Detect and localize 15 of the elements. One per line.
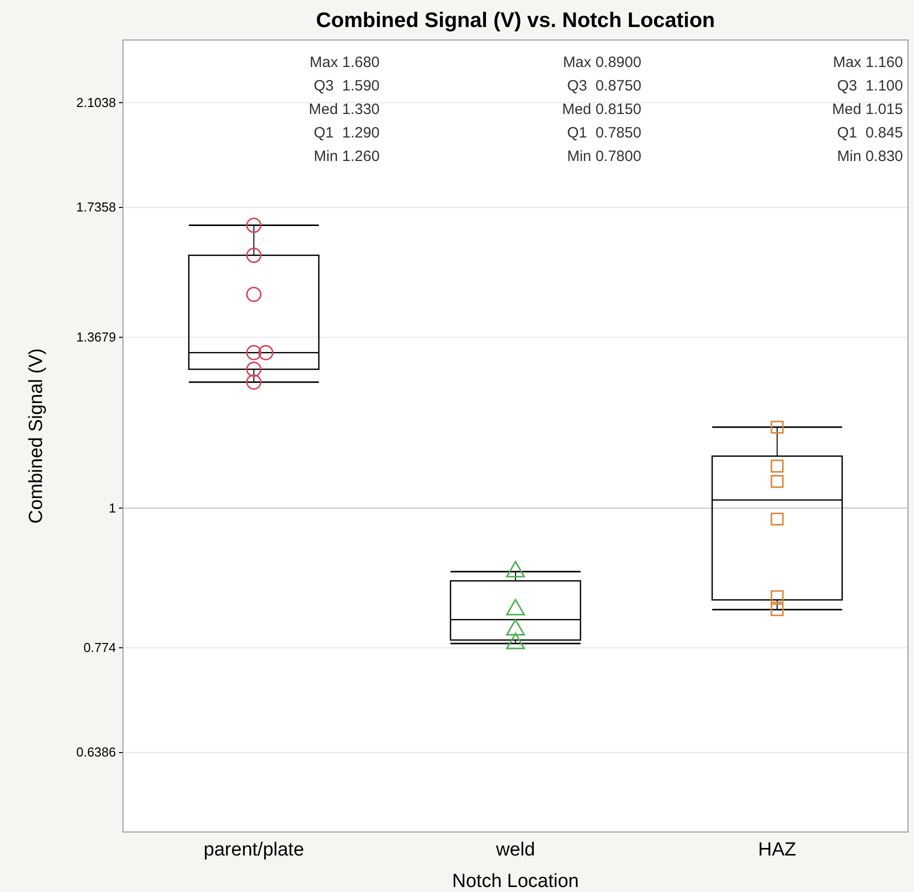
x-tick-label: parent/plate: [204, 839, 304, 860]
chart-title: Combined Signal (V) vs. Notch Location: [316, 9, 716, 32]
annotation: Max 1.160 Q3 1.100 Med 1.015 Q1 0.845 Min 0.830: [832, 54, 903, 165]
y-tick-label: 1: [108, 500, 116, 516]
annotation: Max 1.680 Q3 1.590 Med 1.330 Q1 1.290 Min 1.260: [308, 54, 380, 165]
x-tick-label: HAZ: [758, 839, 797, 860]
y-tick-label: 0.774: [83, 640, 116, 655]
y-tick-label: 1.3679: [76, 329, 116, 344]
y-tick-label: 0.6386: [76, 744, 116, 760]
x-axis-title: Notch Location: [452, 871, 579, 892]
y-axis-title: Combined Signal (V): [26, 348, 47, 524]
x-tick-label: weld: [494, 839, 536, 860]
y-tick-label: 2.1038: [76, 94, 116, 110]
y-tick-label: 1.7358: [76, 200, 116, 215]
annotation: Max 0.8900 Q3 0.8750 Med 0.8150 Q1 0.7850 Min 0.7800: [562, 54, 642, 165]
